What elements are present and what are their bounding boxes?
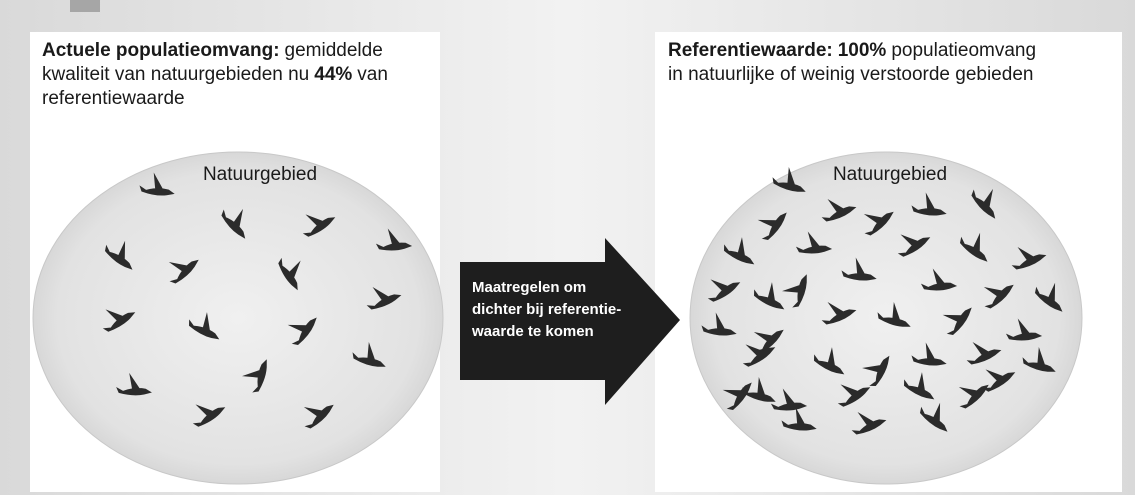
title-segment: in natuurlijke of weinig verstoorde gebi…	[668, 64, 1033, 85]
title-segment: kwaliteit van natuurgebieden nu	[42, 64, 309, 85]
title-line: referentiewaarde	[42, 88, 185, 109]
arrow-label: dichter bij referentie-	[472, 301, 621, 318]
title-line: in natuurlijke of weinig verstoorde gebi…	[668, 64, 1033, 85]
diagram: Natuurgebied Natuurgebied Maatregelen om…	[0, 0, 1135, 495]
area-left	[33, 152, 443, 484]
corner-tab	[70, 0, 100, 12]
area-label: Natuurgebied	[833, 164, 947, 185]
title-segment: Actuele populatieomvang:	[42, 40, 280, 61]
title-segment: 100%	[838, 40, 887, 61]
title-segment: referentiewaarde	[42, 88, 185, 109]
arrow-label: Maatregelen om	[472, 279, 586, 296]
title-segment: 44%	[314, 64, 352, 85]
title-segment: gemiddelde	[285, 40, 383, 61]
title-segment: populatieomvang	[891, 40, 1036, 61]
arrow-label: waarde te komen	[471, 323, 594, 340]
title-line: Actuele populatieomvang:gemiddelde	[42, 40, 383, 61]
area-label: Natuurgebied	[203, 164, 317, 185]
title-segment: van	[357, 64, 388, 85]
title-line: Referentiewaarde:100%populatieomvang	[668, 40, 1036, 61]
title-segment: Referentiewaarde:	[668, 40, 833, 61]
